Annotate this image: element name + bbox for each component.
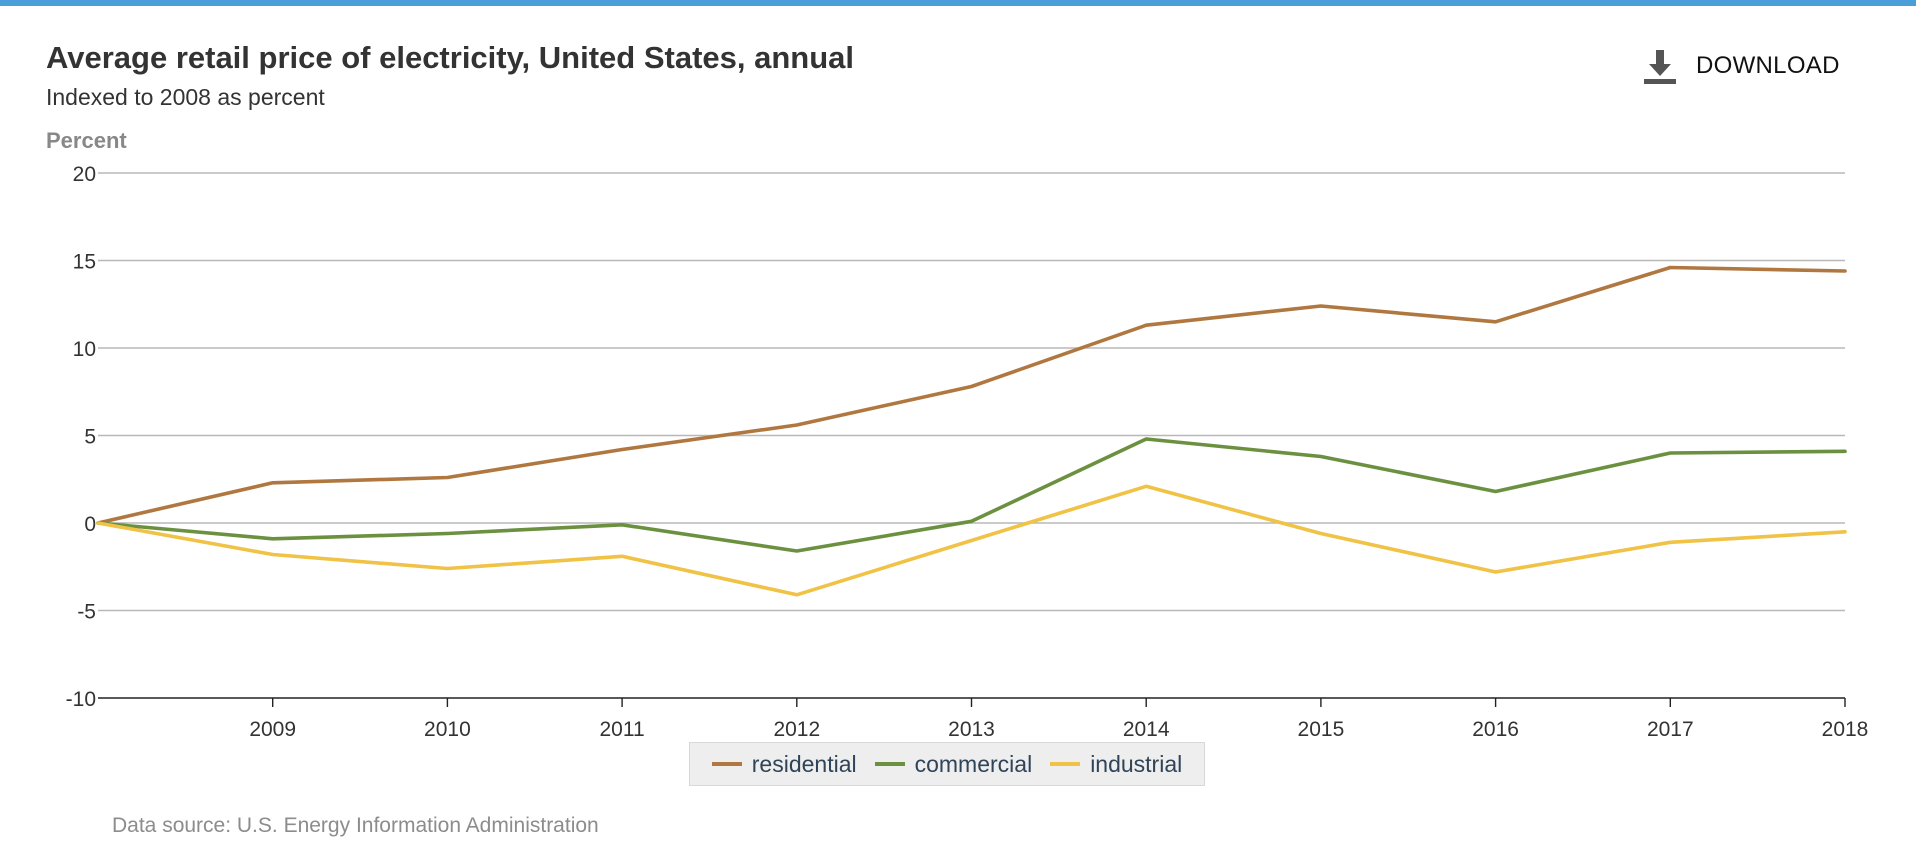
legend-swatch: [711, 762, 742, 766]
y-tick-label: 0: [84, 513, 96, 536]
legend-label: industrial: [1090, 750, 1183, 777]
data-source-note: Data source: U.S. Energy Information Adm…: [112, 814, 599, 837]
gridlines: [98, 172, 1845, 612]
y-axis-title: Percent: [46, 128, 127, 153]
y-tick-label: 5: [84, 426, 96, 449]
y-tick-label: -10: [66, 688, 96, 711]
legend-item-residential[interactable]: residential: [711, 750, 857, 778]
series-line-commercial: [96, 437, 1847, 553]
y-tick-label: -5: [77, 601, 96, 624]
x-tick-label: 2017: [1647, 718, 1694, 741]
y-tick-label: 10: [73, 338, 96, 361]
chart-title: Average retail price of electricity, Uni…: [46, 40, 854, 75]
x-tick-label: 2014: [1123, 718, 1170, 741]
legend-swatch: [1050, 762, 1081, 766]
x-tick-label: 2011: [600, 718, 645, 741]
legend-item-industrial[interactable]: industrial: [1050, 751, 1182, 778]
x-tick-label: 2015: [1298, 718, 1345, 741]
x-tick-label: 2010: [424, 718, 471, 741]
x-tick-label: 2016: [1472, 718, 1519, 741]
y-tick-labels: 20 15 10 5 0 -5 -10: [66, 163, 96, 711]
y-tick-label: 20: [73, 163, 96, 186]
x-tick-label: 2009: [249, 718, 296, 741]
x-tick-label: 2018: [1822, 718, 1869, 741]
legend: residential commercial industrial: [689, 742, 1205, 786]
y-tick-label: 15: [73, 251, 96, 274]
download-icon: [1644, 50, 1676, 84]
x-axis: 2009 2010 2011 2012 2013 2014 2015 2016 2017 2018: [98, 697, 1869, 741]
download-button[interactable]: DOWNLOAD: [1640, 46, 1840, 86]
chart-subtitle: Indexed to 2008 as percent: [46, 84, 325, 110]
series-line-industrial: [96, 484, 1847, 597]
legend-label: residential: [751, 750, 857, 777]
series-lines: [96, 265, 1847, 597]
series-line-residential: [96, 265, 1847, 525]
top-accent-bar: [0, 0, 1916, 6]
x-tick-label: 2012: [773, 718, 820, 741]
download-label: DOWNLOAD: [1696, 52, 1840, 79]
legend-swatch: [874, 762, 905, 766]
legend-label: commercial: [914, 750, 1033, 777]
x-tick-label: 2013: [948, 718, 995, 741]
legend-item-commercial[interactable]: commercial: [874, 750, 1033, 778]
